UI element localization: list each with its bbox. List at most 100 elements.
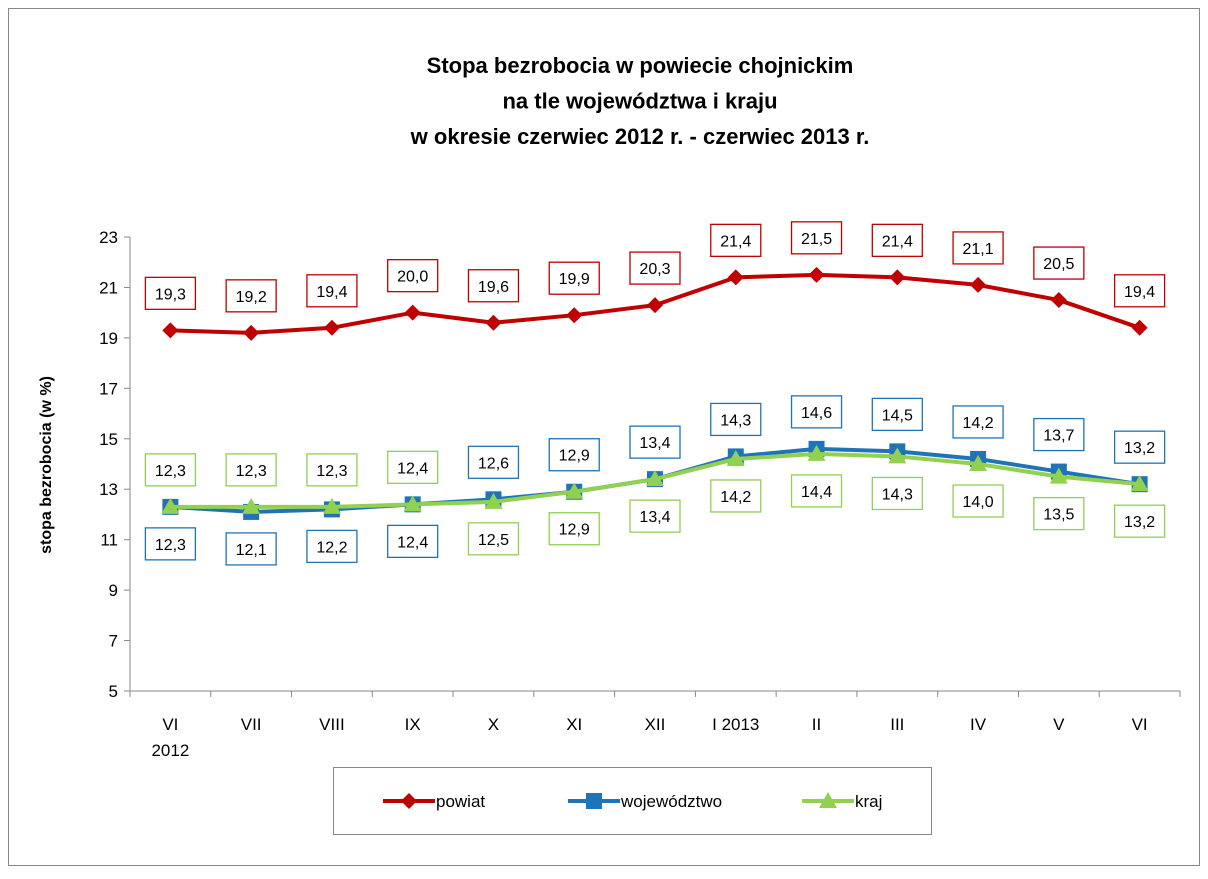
marker bbox=[807, 444, 826, 461]
data-label-box bbox=[710, 479, 762, 513]
x-tick-label-line: II bbox=[812, 715, 821, 734]
x-tick-label: XII bbox=[645, 715, 666, 734]
x-tick-label: III bbox=[890, 715, 904, 734]
data-label-box bbox=[629, 499, 681, 533]
x-tick-label-line: V bbox=[1053, 715, 1065, 734]
data-label-box bbox=[871, 223, 923, 258]
data-label: 12,9 bbox=[559, 522, 590, 539]
data-label: 12,3 bbox=[316, 463, 347, 480]
marker bbox=[243, 324, 260, 341]
marker bbox=[1131, 319, 1148, 336]
x-tick-label: V bbox=[1053, 715, 1065, 734]
data-label-box bbox=[225, 453, 277, 487]
data-label: 13,5 bbox=[1043, 507, 1074, 524]
data-label: 19,9 bbox=[559, 271, 590, 288]
marker bbox=[889, 269, 906, 286]
data-label: 13,7 bbox=[1043, 428, 1074, 445]
data-label-box bbox=[1033, 246, 1085, 280]
data-label: 19,3 bbox=[155, 286, 186, 303]
chart-title: Stopa bezrobocia w powiecie chojnickim bbox=[427, 53, 854, 78]
marker bbox=[808, 266, 825, 283]
data-label-box bbox=[306, 453, 358, 487]
data-label: 13,2 bbox=[1124, 514, 1155, 531]
data-label: 14,0 bbox=[963, 494, 994, 511]
marker bbox=[322, 497, 341, 514]
data-label: 21,5 bbox=[801, 231, 832, 248]
y-tick-label: 13 bbox=[99, 480, 118, 499]
y-tick-label: 11 bbox=[100, 531, 118, 550]
data-label-box bbox=[952, 405, 1004, 439]
data-label-box bbox=[467, 445, 520, 479]
legend-label: kraj bbox=[855, 792, 882, 811]
x-tick-label: IV bbox=[970, 715, 987, 734]
data-label-box bbox=[467, 269, 520, 303]
marker bbox=[969, 455, 988, 471]
data-label-box bbox=[225, 279, 277, 313]
chart-title: w okresie czerwiec 2012 r. - czerwiec 20… bbox=[410, 124, 870, 149]
data-label: 12,5 bbox=[478, 532, 509, 549]
data-label: 13,4 bbox=[639, 435, 670, 452]
data-label-box bbox=[871, 476, 923, 511]
data-label: 12,6 bbox=[478, 455, 509, 472]
data-label-box bbox=[144, 527, 197, 561]
data-label-box bbox=[548, 512, 600, 546]
data-label-box bbox=[144, 276, 197, 310]
x-tick-label-line: 2012 bbox=[151, 741, 189, 760]
x-tick-label-line: VI bbox=[1132, 715, 1148, 734]
y-tick-label: 17 bbox=[99, 379, 118, 398]
data-label-box bbox=[387, 524, 439, 559]
marker bbox=[404, 304, 421, 321]
x-tick-label-line: VI bbox=[162, 715, 178, 734]
x-tick-label-line: XI bbox=[566, 715, 582, 734]
marker bbox=[586, 793, 602, 809]
legend-label: powiat bbox=[436, 792, 485, 811]
marker bbox=[401, 793, 417, 809]
marker bbox=[647, 297, 663, 314]
data-label: 20,3 bbox=[639, 261, 670, 278]
marker bbox=[970, 276, 987, 293]
marker bbox=[646, 470, 664, 487]
marker bbox=[566, 307, 583, 324]
marker bbox=[1049, 467, 1068, 484]
data-label-box bbox=[1113, 504, 1166, 538]
data-label-box bbox=[710, 402, 762, 437]
y-tick-label: 19 bbox=[99, 329, 118, 348]
data-label-box bbox=[790, 395, 843, 429]
x-tick-label: VI 2012 bbox=[151, 715, 189, 760]
data-label: 20,0 bbox=[397, 269, 428, 286]
x-tick-label: I 2013 bbox=[712, 715, 759, 734]
data-label: 12,3 bbox=[155, 463, 186, 480]
data-label: 21,1 bbox=[963, 241, 994, 258]
data-label: 19,2 bbox=[236, 289, 267, 306]
data-label: 21,4 bbox=[882, 233, 913, 250]
data-label-box bbox=[548, 261, 600, 295]
y-tick-label: 15 bbox=[99, 430, 118, 449]
marker bbox=[888, 447, 907, 464]
x-tick-label-line: VII bbox=[241, 715, 262, 734]
data-label-box bbox=[387, 259, 439, 293]
data-label-box bbox=[1113, 430, 1166, 464]
data-label: 14,5 bbox=[882, 407, 913, 424]
data-label: 19,4 bbox=[1124, 284, 1155, 301]
data-label-box bbox=[710, 223, 762, 258]
data-label: 14,3 bbox=[882, 486, 913, 503]
marker bbox=[162, 322, 179, 339]
x-tick-label-line: XII bbox=[645, 715, 666, 734]
data-label: 14,2 bbox=[963, 415, 994, 432]
y-tick-label: 23 bbox=[99, 228, 118, 247]
x-tick-label: X bbox=[488, 715, 499, 734]
data-label-box bbox=[144, 453, 197, 487]
data-label: 14,6 bbox=[801, 405, 832, 422]
data-label-box bbox=[629, 425, 681, 459]
x-tick-label-line: X bbox=[488, 715, 499, 734]
y-tick-label: 7 bbox=[109, 632, 118, 651]
x-tick-label-line: VIII bbox=[319, 715, 345, 734]
data-label-box bbox=[306, 529, 358, 564]
data-label-box bbox=[871, 397, 923, 432]
data-label: 12,2 bbox=[316, 539, 347, 556]
data-label: 14,4 bbox=[801, 484, 832, 501]
data-label: 12,4 bbox=[397, 534, 428, 551]
data-label: 14,3 bbox=[720, 412, 751, 429]
x-tick-label-line: I 2013 bbox=[712, 715, 759, 734]
data-label-box bbox=[790, 221, 843, 255]
